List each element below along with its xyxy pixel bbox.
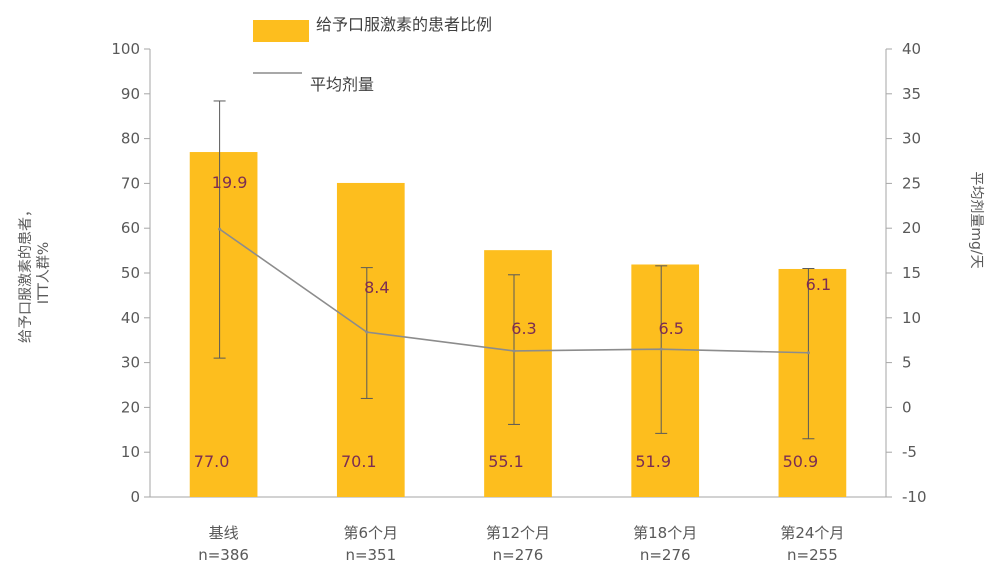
bar-data-labels: 77.0 70.1 55.1 51.9 50.9	[194, 452, 818, 471]
bar	[336, 182, 405, 497]
line-point	[218, 227, 222, 231]
left-tick-label: 100	[111, 40, 140, 58]
left-tick-label: 0	[130, 488, 140, 506]
category-label: 第12个月	[486, 524, 550, 542]
bar-data-label: 70.1	[341, 452, 377, 471]
bar-series	[189, 152, 847, 498]
line-data-label: 8.4	[364, 278, 389, 297]
right-tick-label: 0	[902, 398, 912, 416]
right-tick-label: 10	[902, 309, 921, 327]
left-axis-title-line-1: 给予口服激素的患者，	[17, 203, 34, 343]
line-data-label: 6.5	[658, 319, 683, 338]
left-axis-ticks: 0 10 20 30 40 50 60 70 80 90 100	[111, 40, 150, 506]
bar-data-label: 50.9	[783, 452, 819, 471]
line-data-label: 6.3	[511, 319, 536, 338]
bar-data-label: 51.9	[635, 452, 671, 471]
left-axis-title-line-2: ITT人群%	[36, 242, 52, 304]
left-tick-label: 50	[121, 264, 140, 282]
category-n-label: n=276	[493, 546, 544, 564]
right-tick-label: 20	[902, 219, 921, 237]
left-tick-label: 70	[121, 174, 140, 192]
line-point	[806, 351, 810, 355]
left-tick-label: 30	[121, 354, 140, 372]
line-series	[218, 227, 810, 355]
line-data-labels: 19.9 8.4 6.3 6.5 6.1	[212, 173, 831, 338]
category-label: 基线	[209, 524, 239, 542]
bar	[484, 250, 552, 497]
bar	[189, 152, 258, 498]
category-label: 第24个月	[780, 524, 844, 542]
legend-bar-swatch	[253, 20, 309, 42]
right-tick-label: -5	[902, 443, 917, 461]
left-tick-label: 10	[121, 443, 140, 461]
category-n-label: n=351	[345, 546, 396, 564]
bar	[631, 264, 700, 497]
line-data-label: 6.1	[806, 275, 831, 294]
category-n-label: n=276	[640, 546, 691, 564]
category-label: 第6个月	[344, 524, 399, 542]
right-tick-label: 35	[902, 85, 921, 103]
right-tick-label: 30	[902, 130, 921, 148]
left-tick-label: 40	[121, 309, 140, 327]
right-tick-label: 5	[902, 354, 912, 372]
bar	[778, 268, 847, 497]
line-point	[365, 330, 369, 334]
left-axis-title: 给予口服激素的患者， ITT人群%	[17, 203, 52, 343]
left-tick-label: 60	[121, 219, 140, 237]
category-n-label: n=255	[787, 546, 838, 564]
category-label: 第18个月	[633, 524, 697, 542]
category-n-label: n=386	[198, 546, 249, 564]
legend-line-label: 平均剂量	[310, 75, 374, 94]
left-tick-label: 20	[121, 398, 140, 416]
bar-data-label: 77.0	[194, 452, 230, 471]
left-tick-label: 80	[121, 130, 140, 148]
right-axis-ticks: -10 -5 0 5 10 15 20 25 30 35 40	[886, 40, 927, 506]
bar-data-label: 55.1	[488, 452, 524, 471]
right-tick-label: 15	[902, 264, 921, 282]
line-data-label: 19.9	[212, 173, 248, 192]
line-point	[659, 347, 663, 351]
right-tick-label: -10	[902, 488, 927, 506]
right-tick-label: 25	[902, 174, 921, 192]
category-labels: 基线 n=386 第6个月 n=351 第12个月 n=276 第18个月 n=276 第24个…	[198, 524, 844, 564]
right-axis-title: 平均剂量mg/天	[968, 171, 984, 268]
line-point	[512, 349, 516, 353]
right-tick-label: 40	[902, 40, 921, 58]
left-tick-label: 90	[121, 85, 140, 103]
legend-bar-label: 给予口服激素的患者比例	[316, 15, 492, 34]
